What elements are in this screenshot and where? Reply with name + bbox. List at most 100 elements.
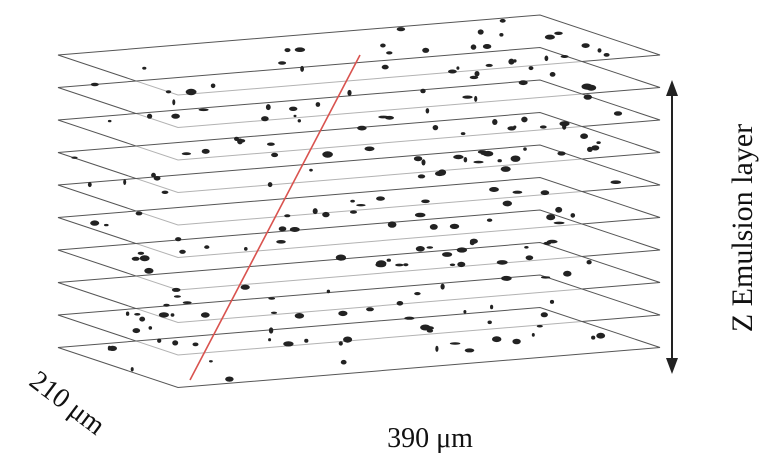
track xyxy=(189,54,361,381)
grain xyxy=(265,104,271,111)
grain xyxy=(512,190,523,194)
grain xyxy=(421,199,430,204)
grain xyxy=(171,287,181,292)
grain xyxy=(403,263,409,267)
grain xyxy=(426,246,434,249)
grain xyxy=(267,142,275,146)
grain xyxy=(90,82,99,87)
grain xyxy=(429,224,438,230)
grain xyxy=(87,182,92,188)
grain xyxy=(540,190,550,196)
grain xyxy=(540,276,551,279)
grain xyxy=(435,345,439,352)
grain xyxy=(134,313,141,316)
grain xyxy=(462,95,473,99)
grain xyxy=(560,55,569,58)
grain xyxy=(425,108,430,114)
grain xyxy=(157,338,162,343)
grain xyxy=(414,212,426,218)
width-label: 390 μm xyxy=(387,423,473,454)
grain xyxy=(312,208,318,215)
grain xyxy=(309,168,313,172)
layers xyxy=(57,14,661,389)
grain xyxy=(340,359,347,365)
grain xyxy=(172,99,176,106)
grain xyxy=(315,102,321,107)
grain xyxy=(449,342,461,345)
grain xyxy=(107,345,111,351)
grain xyxy=(294,47,306,52)
grain xyxy=(554,31,563,35)
grain xyxy=(261,116,269,122)
grain xyxy=(335,254,346,261)
grain xyxy=(507,126,516,131)
grain xyxy=(322,211,330,218)
grain xyxy=(192,342,199,347)
grain xyxy=(284,48,291,53)
grain xyxy=(210,83,216,89)
grain xyxy=(343,336,353,343)
grain xyxy=(555,206,563,213)
grain xyxy=(240,284,250,290)
grain xyxy=(270,311,278,314)
grain xyxy=(496,260,508,265)
grain xyxy=(185,88,197,96)
grain xyxy=(300,65,304,72)
grain xyxy=(225,376,234,382)
grain xyxy=(469,238,478,244)
grain xyxy=(422,47,430,53)
grain xyxy=(387,221,397,228)
grain xyxy=(485,63,493,67)
grain xyxy=(289,106,298,112)
grain xyxy=(144,267,154,274)
grain xyxy=(464,348,475,353)
grain xyxy=(549,72,556,77)
grain xyxy=(182,301,192,304)
grain xyxy=(322,151,333,158)
grain xyxy=(165,90,172,94)
grain xyxy=(289,227,300,232)
grain xyxy=(586,260,592,265)
grain xyxy=(376,196,385,201)
grain xyxy=(501,275,512,281)
grain xyxy=(448,69,457,74)
grain xyxy=(536,324,543,328)
grain xyxy=(613,111,623,116)
grain xyxy=(386,258,391,262)
grain xyxy=(463,310,467,314)
grain xyxy=(581,83,593,90)
grain xyxy=(201,148,210,154)
grain xyxy=(326,289,331,294)
grain xyxy=(490,304,494,310)
grain xyxy=(470,44,477,50)
grain xyxy=(237,138,243,145)
grain xyxy=(268,338,272,342)
grain xyxy=(453,154,464,160)
grain xyxy=(90,220,100,226)
grain xyxy=(540,312,548,318)
grain xyxy=(71,156,78,159)
grain xyxy=(549,299,555,304)
grain xyxy=(356,204,366,207)
grain xyxy=(512,338,521,345)
grain xyxy=(171,113,180,119)
grain xyxy=(350,210,357,214)
grain xyxy=(378,115,390,119)
grain xyxy=(473,160,484,164)
grain xyxy=(499,18,506,23)
grain xyxy=(474,95,478,102)
grain xyxy=(283,341,294,347)
grain xyxy=(497,159,502,163)
grain xyxy=(137,251,145,255)
arrow-head xyxy=(666,80,678,96)
grain xyxy=(163,303,170,307)
grain xyxy=(276,240,286,244)
grain xyxy=(518,80,528,86)
grain xyxy=(531,333,535,337)
grain xyxy=(293,114,297,118)
grain xyxy=(500,166,511,172)
grain xyxy=(172,340,179,346)
grain xyxy=(420,88,426,94)
grain xyxy=(107,119,112,123)
